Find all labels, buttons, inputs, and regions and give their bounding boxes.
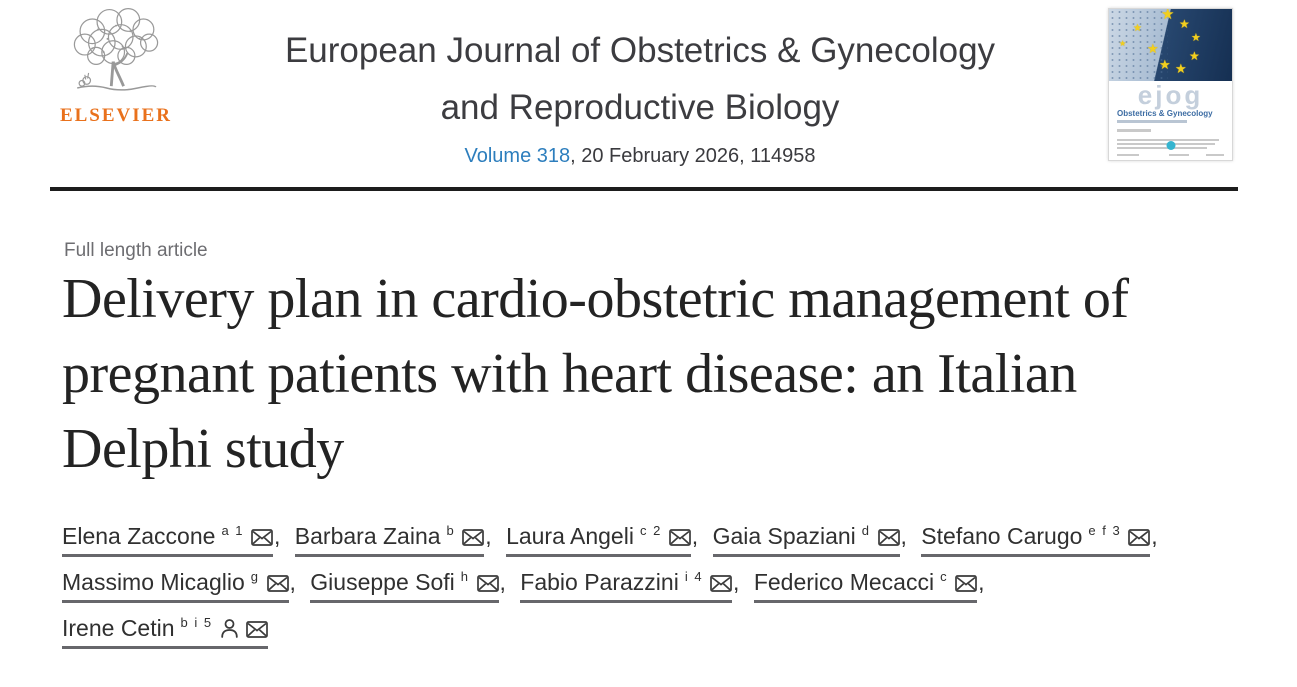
- elsevier-tree-icon: [73, 8, 159, 91]
- author-name: Stefano Carugo: [921, 523, 1083, 549]
- author-affiliation-sup: b i 5: [180, 615, 213, 630]
- author-name: Gaia Spaziani: [712, 523, 856, 549]
- cover-subtitle-bar: [1117, 120, 1187, 123]
- author-affiliation-sup: b: [446, 523, 456, 538]
- author-affiliation-sup: d: [861, 523, 871, 538]
- article-type-label: Full length article: [64, 240, 208, 261]
- author-affiliation-sup: i 4: [684, 569, 704, 584]
- author-separator: ,: [691, 523, 699, 549]
- cover-publisher-dot-icon: [1166, 141, 1175, 150]
- author-link[interactable]: Irene Cetin b i 5: [62, 616, 268, 649]
- cover-info-bar: [1117, 129, 1151, 132]
- cover-photo-image: ★ ★ ★ ★ ★ ★ ★ ★ ★: [1109, 9, 1232, 81]
- cover-speckle-texture: [1109, 9, 1169, 81]
- email-icon[interactable]: [1128, 529, 1151, 546]
- author-separator: ,: [1151, 523, 1158, 549]
- issue-info: , 20 February 2026, 114958: [570, 145, 816, 167]
- author-affiliation-sup: g: [250, 569, 260, 584]
- corresponding-author-icon: [220, 619, 238, 638]
- journal-heading: European Journal of Obstetrics & Gynecol…: [190, 22, 1090, 168]
- author-separator: ,: [499, 569, 506, 595]
- author-item: Fabio Parazzini i 4 ,: [520, 570, 739, 603]
- author-name: Irene Cetin: [62, 615, 175, 641]
- publisher-name: ELSEVIER: [59, 105, 173, 126]
- journal-title-link[interactable]: European Journal of Obstetrics & Gynecol…: [190, 22, 1090, 136]
- author-affiliation-sup: e f 3: [1088, 523, 1122, 538]
- elsevier-logo[interactable]: ELSEVIER: [56, 6, 176, 127]
- author-name: Fabio Parazzini: [520, 569, 679, 595]
- email-icon[interactable]: [710, 575, 732, 592]
- author-link[interactable]: Giuseppe Sofi h: [310, 569, 499, 603]
- author-item: Stefano Carugo e f 3 ,: [921, 523, 1158, 557]
- author-name: Federico Mecacci: [753, 569, 935, 595]
- author-item: Laura Angeli c 2 ,: [506, 524, 698, 557]
- email-icon[interactable]: [668, 529, 691, 546]
- author-item: Federico Mecacci c ,: [753, 569, 985, 603]
- cover-journal-abbrev: ejog: [1137, 80, 1204, 110]
- author-name: Elena Zaccone: [62, 523, 216, 549]
- author-separator: ,: [289, 569, 296, 595]
- author-link[interactable]: Federico Mecacci c: [753, 569, 978, 603]
- author-name: Laura Angeli: [506, 523, 634, 549]
- cover-footer: [1117, 144, 1224, 156]
- eu-star-icon: ★: [1159, 57, 1171, 72]
- author-affiliation-sup: c: [940, 569, 949, 584]
- eu-star-icon: ★: [1179, 17, 1190, 31]
- author-item: Barbara Zaina b ,: [294, 523, 492, 557]
- email-icon[interactable]: [266, 575, 289, 592]
- author-name: Giuseppe Sofi: [310, 569, 455, 595]
- author-affiliation-sup: c 2: [639, 523, 662, 538]
- author-item: Giuseppe Sofi h ,: [310, 570, 506, 603]
- eu-star-icon: ★: [1147, 41, 1159, 56]
- author-list: Elena Zaccone a 1 , Barbara Zaina b , Laur…: [62, 524, 1187, 662]
- volume-line: Volume 318, 20 February 2026, 114958: [190, 145, 1090, 168]
- author-link[interactable]: Laura Angeli c 2: [506, 524, 691, 557]
- author-separator: ,: [733, 569, 740, 595]
- author-link[interactable]: Fabio Parazzini i 4: [520, 569, 733, 603]
- article-title: Delivery plan in cardio-obstetric manage…: [62, 268, 1129, 480]
- author-separator: ,: [274, 523, 281, 549]
- volume-link[interactable]: Volume 318: [464, 145, 571, 167]
- email-icon[interactable]: [245, 621, 268, 638]
- author-separator: ,: [485, 523, 492, 549]
- email-icon[interactable]: [476, 575, 499, 592]
- author-item: Gaia Spaziani d ,: [712, 523, 907, 557]
- eu-star-icon: ★: [1161, 8, 1175, 23]
- journal-cover-thumbnail[interactable]: ★ ★ ★ ★ ★ ★ ★ ★ ★ ejog Obstetrics & Gyne…: [1108, 8, 1233, 161]
- author-name: Barbara Zaina: [294, 523, 441, 549]
- author-separator: ,: [900, 523, 907, 549]
- eu-star-icon: ★: [1133, 23, 1142, 34]
- author-affiliation-sup: h: [460, 569, 470, 584]
- journal-title-line2: and Reproductive Biology: [440, 88, 840, 127]
- author-link[interactable]: Stefano Carugo e f 3: [921, 523, 1151, 557]
- eu-star-icon: ★: [1175, 61, 1187, 76]
- journal-title-line1: European Journal of Obstetrics & Gynecol…: [284, 31, 996, 70]
- eu-star-icon: ★: [1119, 39, 1127, 48]
- email-icon[interactable]: [877, 529, 900, 546]
- author-item: Elena Zaccone a 1 ,: [62, 524, 280, 557]
- eu-star-icon: ★: [1189, 49, 1200, 63]
- cover-journal-title: Obstetrics & Gynecology: [1117, 109, 1213, 118]
- author-name: Massimo Micaglio: [62, 569, 245, 595]
- author-link[interactable]: Barbara Zaina b: [294, 523, 485, 557]
- email-icon[interactable]: [251, 529, 273, 546]
- eu-star-icon: ★: [1191, 32, 1201, 44]
- author-link[interactable]: Gaia Spaziani d: [712, 523, 900, 557]
- author-separator: ,: [978, 569, 985, 595]
- header-divider: [50, 187, 1238, 191]
- email-icon[interactable]: [955, 575, 977, 592]
- author-item: Irene Cetin b i 5: [62, 616, 268, 649]
- author-link[interactable]: Elena Zaccone a 1: [62, 523, 274, 557]
- author-affiliation-sup: a 1: [221, 523, 245, 538]
- author-link[interactable]: Massimo Micaglio g: [62, 570, 289, 603]
- email-icon[interactable]: [462, 529, 485, 546]
- author-item: Massimo Micaglio g ,: [62, 570, 296, 603]
